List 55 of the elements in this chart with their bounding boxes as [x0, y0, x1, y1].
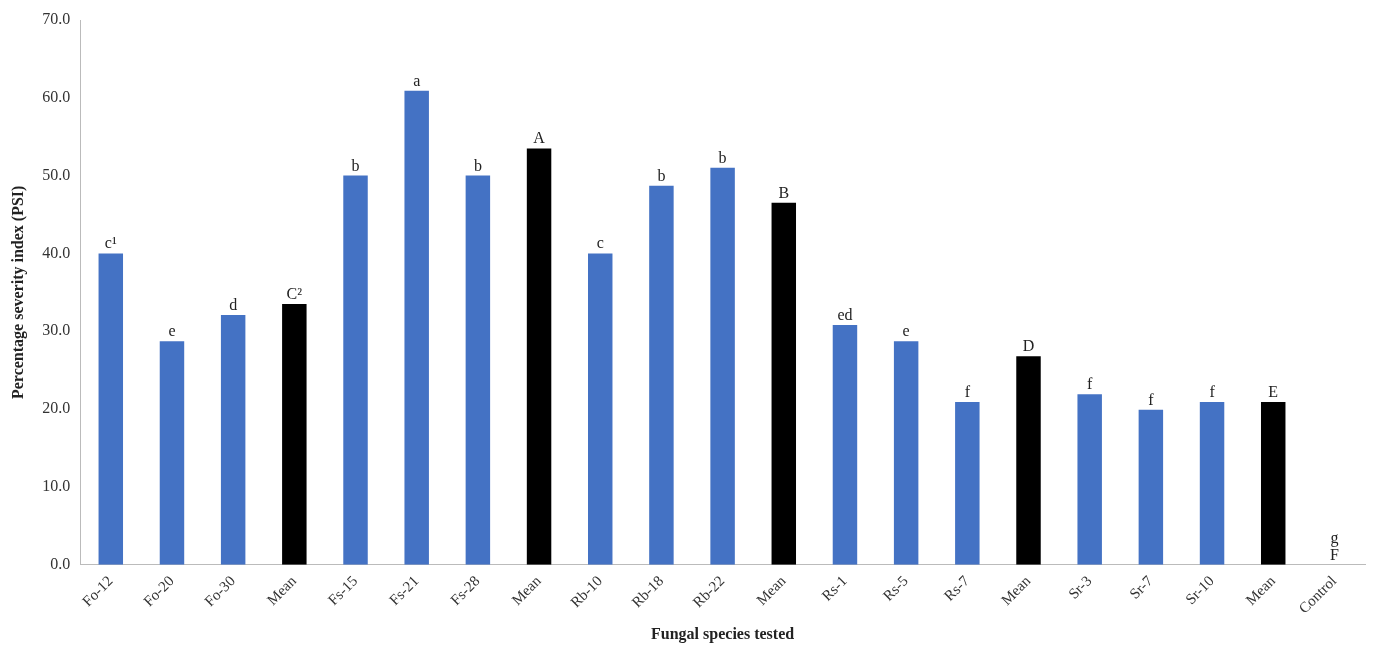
x-tick-label: Sr-3: [1065, 572, 1095, 602]
data-label: f: [964, 383, 971, 401]
bar: [832, 325, 858, 565]
bar: [1199, 402, 1225, 565]
y-tick-label: 70.0: [42, 10, 71, 28]
bar: [220, 314, 246, 565]
y-tick-label: 40.0: [42, 243, 71, 261]
bar: [710, 167, 735, 565]
bar: [1138, 409, 1164, 565]
data-label: g F: [1329, 528, 1339, 563]
x-axis-title: Fungal species tested: [651, 624, 795, 643]
y-tick-label: 0.0: [50, 554, 71, 572]
y-tick-label: 60.0: [42, 88, 71, 106]
data-label: ed: [837, 306, 853, 324]
data-label: f: [1087, 375, 1094, 393]
data-label: C²: [286, 285, 303, 302]
data-label: c¹: [104, 234, 117, 252]
data-label: d: [229, 295, 238, 313]
bar: [771, 202, 797, 565]
bar: [1016, 356, 1041, 565]
bar: [159, 341, 185, 565]
data-label: b: [657, 166, 666, 184]
bar: [465, 175, 491, 565]
data-label: a: [413, 71, 421, 89]
y-tick-label: 20.0: [42, 399, 71, 417]
bar: [1260, 402, 1286, 565]
data-label: A: [533, 129, 546, 147]
bar: [1077, 394, 1102, 565]
data-label: b: [473, 156, 482, 174]
y-tick-label: 30.0: [42, 321, 71, 339]
data-label: D: [1022, 337, 1035, 355]
y-tick-label: 10.0: [42, 477, 71, 495]
bar: [649, 185, 674, 565]
data-label: f: [1148, 390, 1155, 408]
bar: [955, 402, 980, 565]
data-label: e: [902, 322, 910, 340]
bar: [588, 253, 613, 565]
data-label: f: [1209, 383, 1216, 401]
y-tick-label: 50.0: [42, 165, 71, 183]
data-label: c: [596, 234, 604, 252]
x-tick-label: Rs-1: [818, 572, 850, 604]
data-label: b: [718, 148, 727, 166]
bar: [98, 253, 124, 565]
data-label: e: [168, 322, 176, 340]
x-tick-label: Rs-5: [879, 572, 912, 604]
data-label: B: [778, 183, 790, 201]
bar: [893, 341, 919, 565]
x-tick-label: Sr-7: [1126, 572, 1157, 602]
bar: [404, 90, 429, 565]
bar: [526, 148, 552, 565]
data-label: b: [351, 156, 360, 174]
data-label: E: [1268, 383, 1279, 401]
y-axis-title: Percentage severity index (PSI): [8, 185, 27, 400]
bar: [343, 175, 368, 565]
bar: [282, 304, 307, 565]
